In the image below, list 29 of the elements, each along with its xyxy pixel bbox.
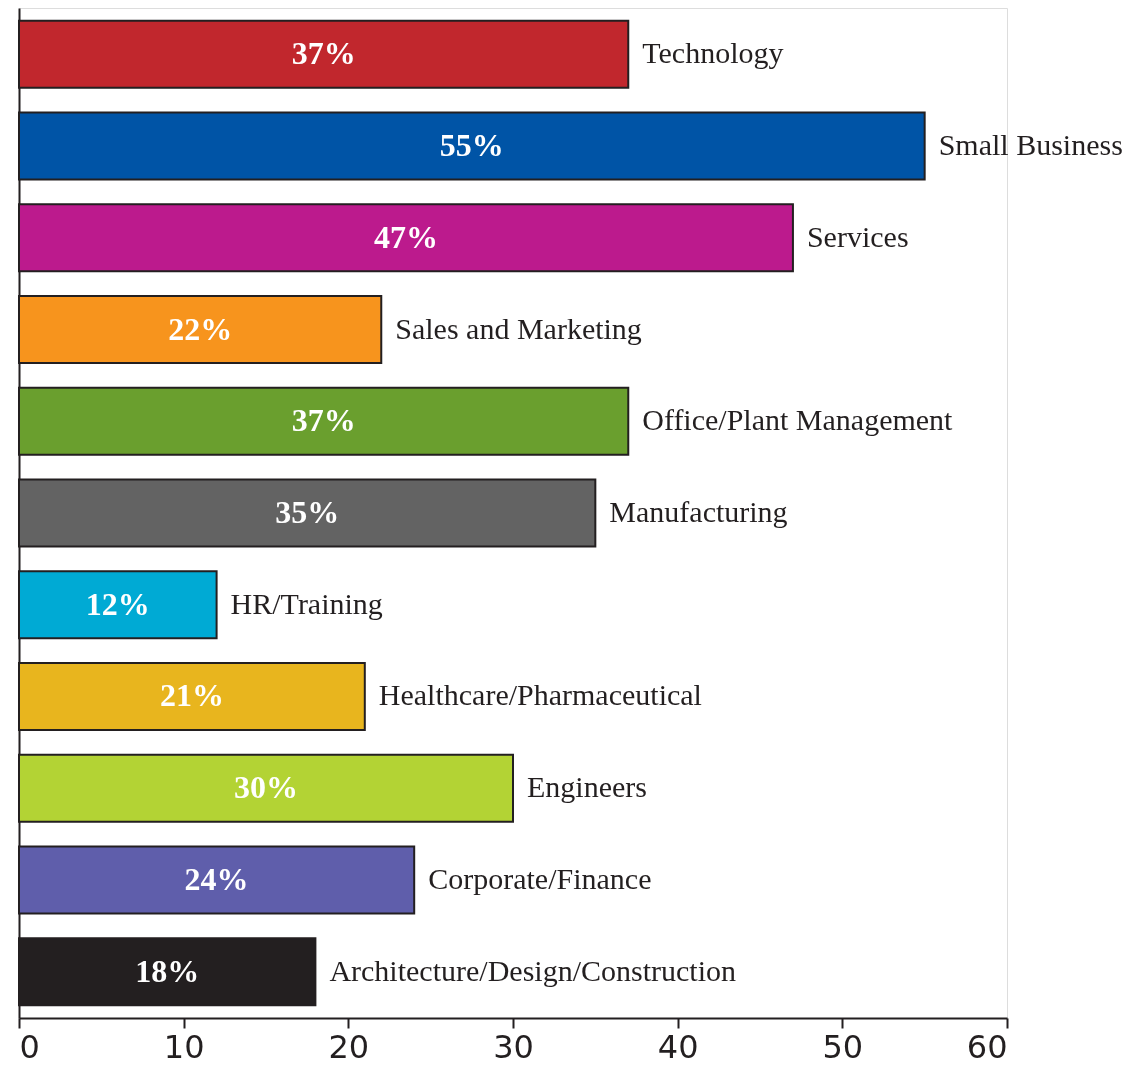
x-tick-label: 0 xyxy=(19,1027,40,1066)
x-tick-label: 60 xyxy=(966,1027,1008,1066)
x-tick-label: 30 xyxy=(493,1027,534,1066)
data-label: 12% xyxy=(85,585,150,622)
y-tick-label: HR/Training xyxy=(230,586,383,620)
data-label: 18% xyxy=(135,952,200,989)
y-tick-label: Sales and Marketing xyxy=(395,311,642,345)
y-tick-label: Manufacturing xyxy=(609,495,788,528)
x-tick-label: 40 xyxy=(657,1027,699,1066)
y-tick-label: Engineers xyxy=(527,770,647,804)
y-tick-label: Services xyxy=(806,219,909,253)
data-label: 30% xyxy=(234,769,298,806)
data-label: 21% xyxy=(159,677,224,714)
data-label: 37% xyxy=(291,402,356,439)
y-tick-label: Architecture/Design/Construction xyxy=(329,953,736,987)
x-tick-label: 10 xyxy=(163,1027,205,1066)
data-label: 37% xyxy=(291,35,356,72)
data-label: 55% xyxy=(439,127,504,164)
y-tick-label: Technology xyxy=(642,36,784,70)
data-label: 24% xyxy=(184,860,249,897)
y-tick-label: Healthcare/Pharmaceutical xyxy=(378,678,702,712)
y-tick-label: Small Business xyxy=(938,128,1123,162)
x-tick-label: 20 xyxy=(328,1027,370,1066)
y-tick-label: Office/Plant Management xyxy=(642,403,954,437)
data-label: 35% xyxy=(275,494,340,530)
data-label: 22% xyxy=(168,310,233,347)
y-tick-label: Corporate/Finance xyxy=(428,861,652,895)
data-label: 47% xyxy=(373,218,438,255)
x-tick-label: 50 xyxy=(822,1027,864,1066)
